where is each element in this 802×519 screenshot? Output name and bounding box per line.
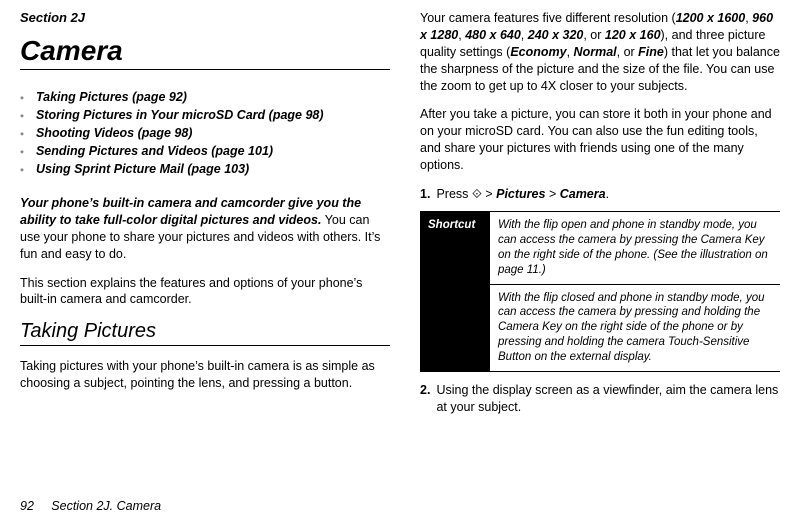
resolution: 240 x 320: [528, 28, 584, 42]
shortcut-cell: With the flip open and phone in standby …: [490, 211, 780, 284]
toc-list: ⬩ Taking Pictures (page 92) ⬩ Storing Pi…: [20, 90, 390, 177]
bullet-icon: ⬩: [20, 128, 24, 141]
toc-item: ⬩ Shooting Videos (page 98): [20, 126, 390, 141]
text: Press: [436, 187, 471, 201]
page-title: Camera: [20, 35, 390, 70]
section-label: Section 2J: [20, 10, 390, 25]
text: >: [545, 187, 559, 201]
bullet-icon: ⬩: [20, 92, 24, 105]
text: Your camera features five different reso…: [420, 11, 676, 25]
nav-key-icon: ⟐: [472, 186, 482, 203]
shortcut-header: Shortcut: [420, 211, 490, 371]
toc-text: Shooting Videos (page 98): [36, 126, 193, 140]
toc-item: ⬩ Using Sprint Picture Mail (page 103): [20, 162, 390, 177]
shortcut-table: Shortcut With the flip open and phone in…: [420, 211, 780, 372]
right-column: Your camera features five different reso…: [420, 10, 780, 424]
intro-paragraph-1: Your phone’s built-in camera and camcord…: [20, 195, 390, 263]
text: ,: [521, 28, 528, 42]
toc-text: Using Sprint Picture Mail (page 103): [36, 162, 249, 176]
toc-item: ⬩ Storing Pictures in Your microSD Card …: [20, 108, 390, 123]
step-text: Press ⟐ > Pictures > Camera.: [436, 186, 609, 203]
table-row: Shortcut With the flip open and phone in…: [420, 211, 780, 284]
quality: Economy: [510, 45, 566, 59]
lead-sentence: Your phone’s built-in camera and camcord…: [20, 196, 361, 227]
resolution: 480 x 640: [465, 28, 521, 42]
text: .: [606, 187, 609, 201]
page-number: 92: [20, 499, 34, 513]
sub-heading: Taking Pictures: [20, 320, 390, 346]
toc-item: ⬩ Sending Pictures and Videos (page 101): [20, 144, 390, 159]
page: Section 2J Camera ⬩ Taking Pictures (pag…: [0, 0, 802, 454]
resolution: 120 x 160: [605, 28, 661, 42]
text: , or: [583, 28, 605, 42]
bullet-icon: ⬩: [20, 146, 24, 159]
resolution: 1200 x 1600: [676, 11, 746, 25]
intro-paragraph-2: This section explains the features and o…: [20, 275, 390, 309]
step-number: 2.: [420, 382, 430, 416]
storage-paragraph: After you take a picture, you can store …: [420, 106, 780, 174]
page-footer: 92 Section 2J. Camera: [20, 499, 161, 513]
menu-path: Camera: [560, 187, 606, 201]
step-text: Using the display screen as a viewfinder…: [436, 382, 780, 416]
bullet-icon: ⬩: [20, 110, 24, 123]
toc-text: Storing Pictures in Your microSD Card (p…: [36, 108, 324, 122]
quality: Fine: [638, 45, 664, 59]
menu-path: Pictures: [496, 187, 545, 201]
quality: Normal: [574, 45, 617, 59]
footer-section-label: Section 2J. Camera: [51, 499, 161, 513]
text: , or: [617, 45, 639, 59]
bullet-icon: ⬩: [20, 164, 24, 177]
resolutions-paragraph: Your camera features five different reso…: [420, 10, 780, 94]
text: ,: [567, 45, 574, 59]
toc-text: Sending Pictures and Videos (page 101): [36, 144, 273, 158]
step-2: 2. Using the display screen as a viewfin…: [420, 382, 780, 416]
text: >: [482, 187, 496, 201]
toc-text: Taking Pictures (page 92): [36, 90, 187, 104]
step-number: 1.: [420, 186, 430, 203]
left-column: Section 2J Camera ⬩ Taking Pictures (pag…: [20, 10, 390, 424]
step-1: 1. Press ⟐ > Pictures > Camera.: [420, 186, 780, 203]
shortcut-cell: With the flip closed and phone in standb…: [490, 284, 780, 372]
intro-paragraph-3: Taking pictures with your phone’s built-…: [20, 358, 390, 392]
toc-item: ⬩ Taking Pictures (page 92): [20, 90, 390, 105]
